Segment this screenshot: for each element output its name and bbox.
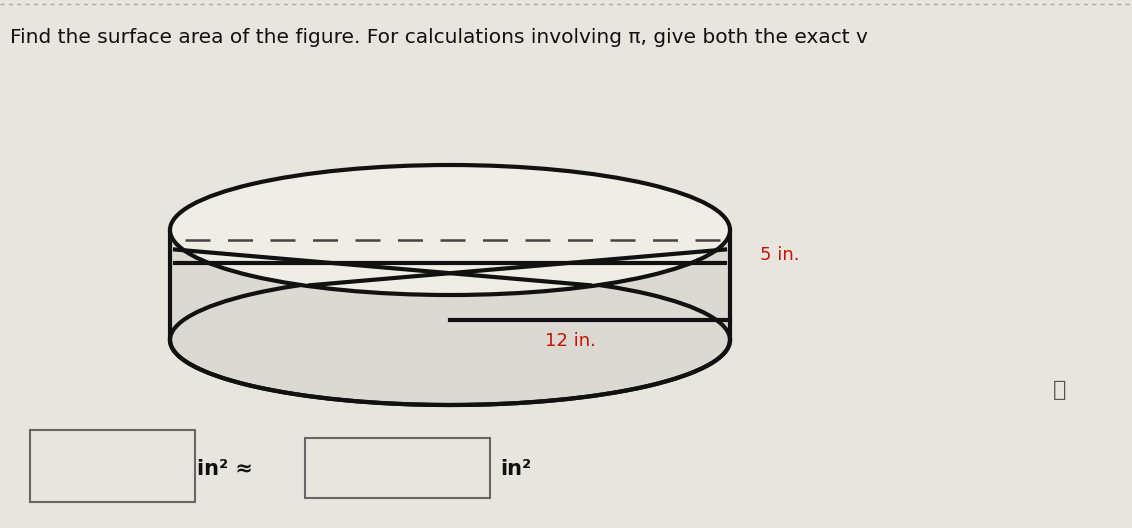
Text: 5 in.: 5 in. [760,246,799,264]
Ellipse shape [170,165,730,295]
Polygon shape [170,165,730,340]
Text: 12 in.: 12 in. [544,332,595,350]
Text: ⓘ: ⓘ [1053,380,1066,400]
Text: Find the surface area of the figure. For calculations involving π, give both the: Find the surface area of the figure. For… [10,28,868,47]
Text: in² ≈: in² ≈ [197,459,252,479]
FancyBboxPatch shape [305,438,490,498]
Ellipse shape [170,275,730,405]
Text: in²: in² [500,459,531,479]
FancyBboxPatch shape [31,430,195,502]
